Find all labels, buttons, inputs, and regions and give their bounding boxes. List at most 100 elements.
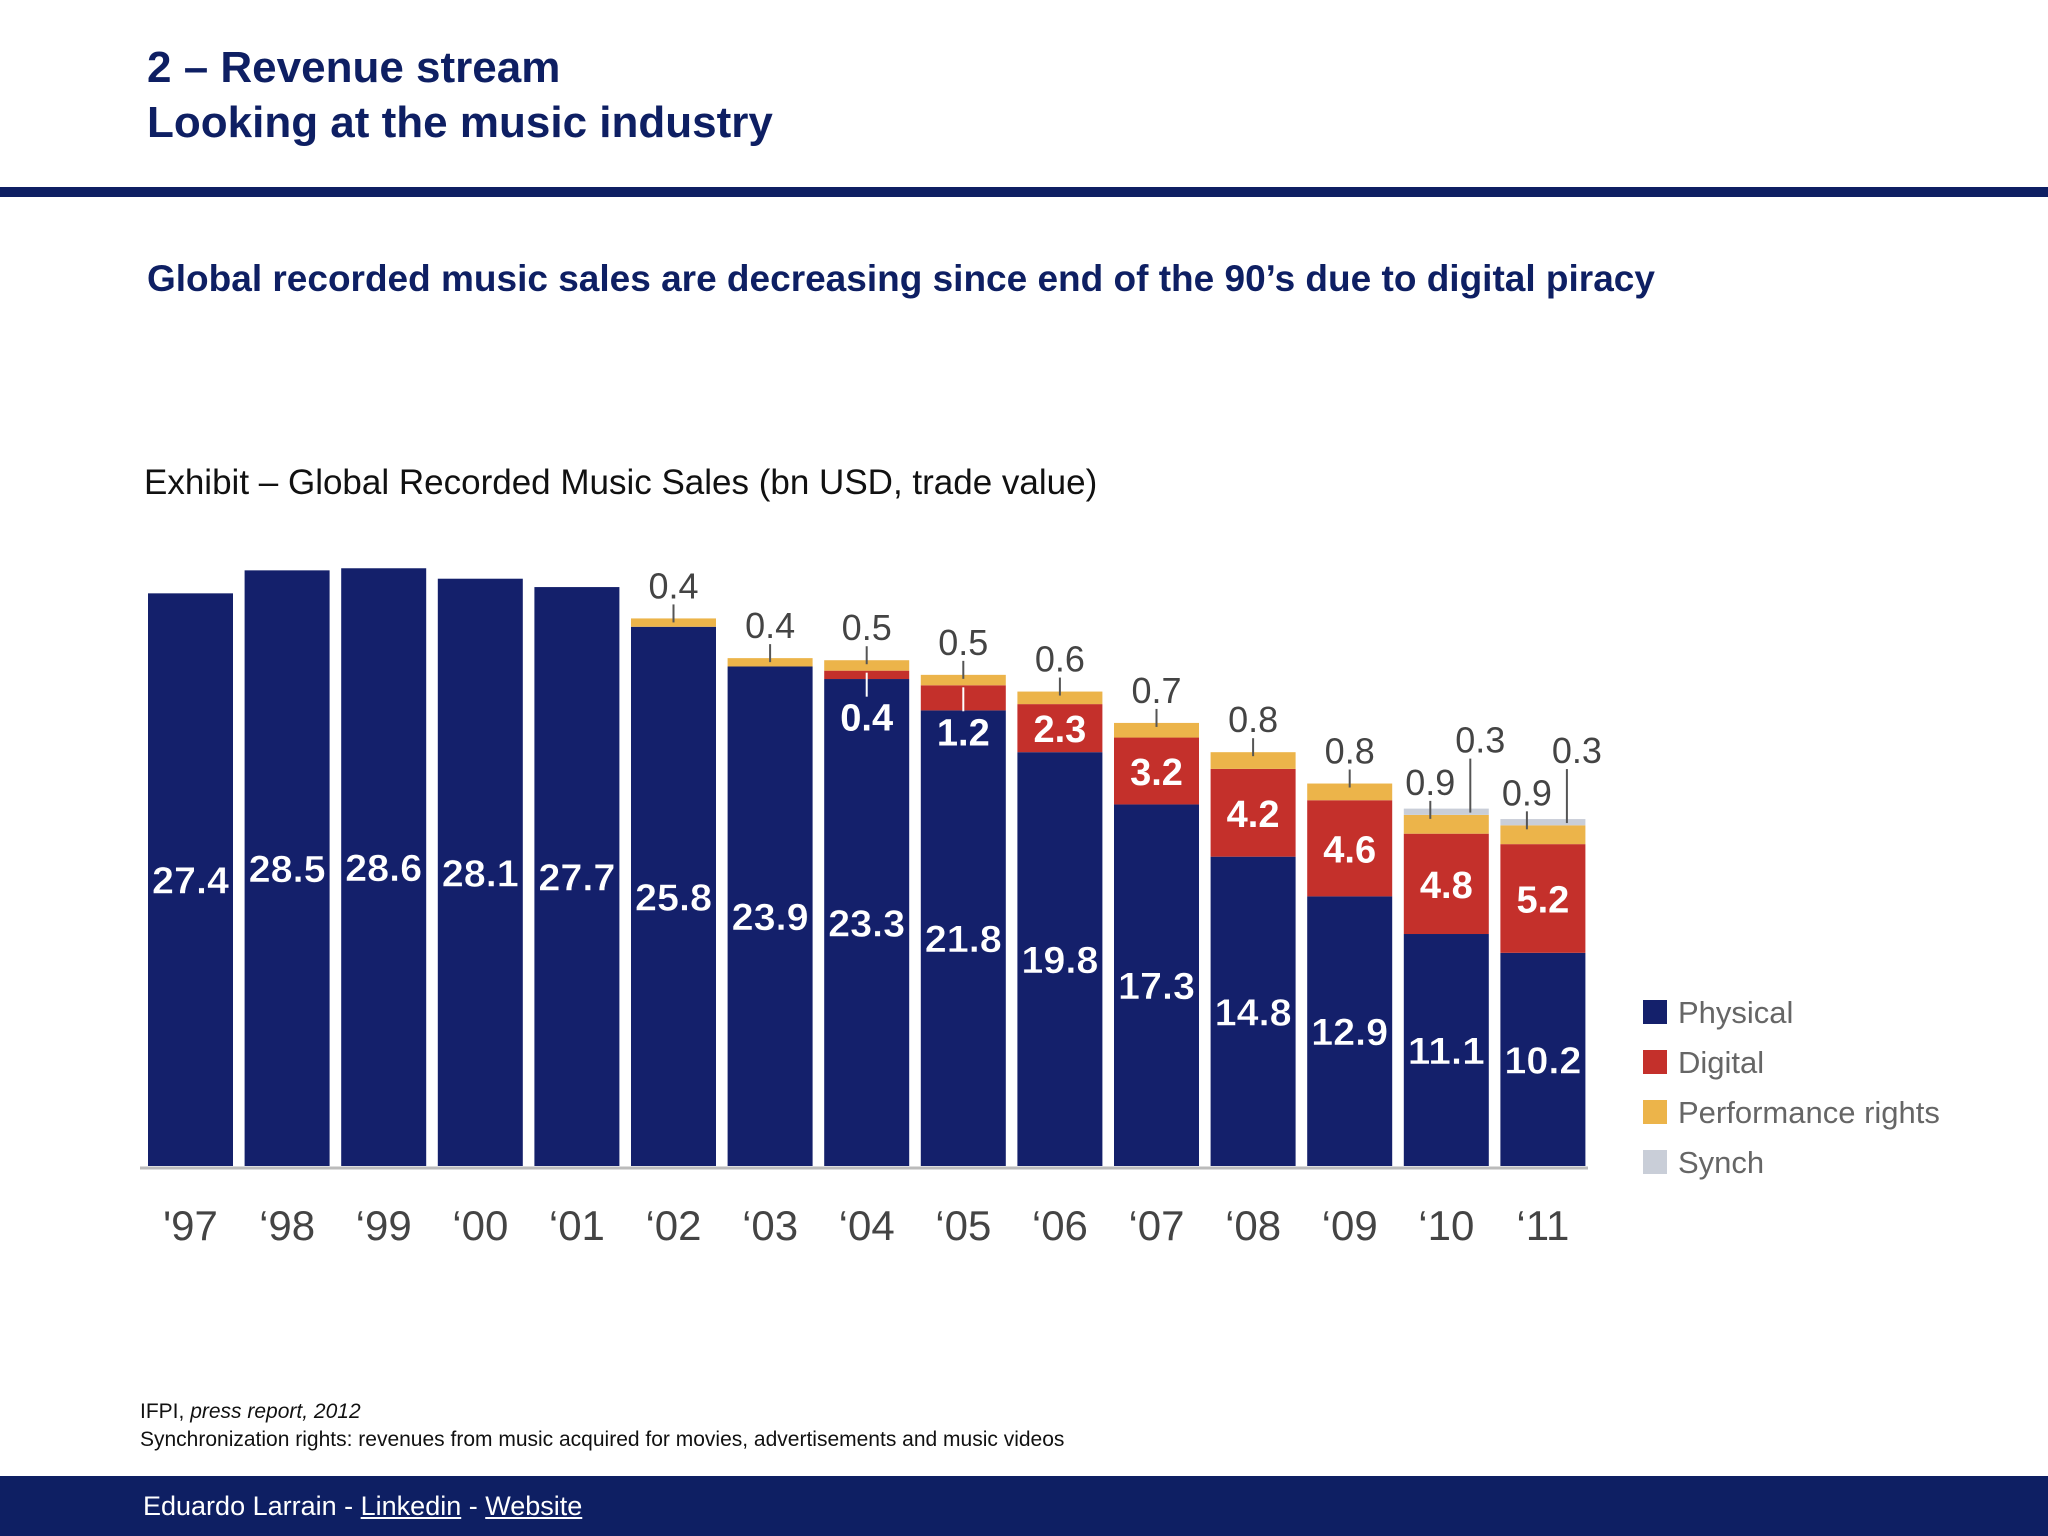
bar-digital [1210,768,1296,857]
legend-label: Physical [1678,995,1793,1030]
x-tick-label: '97 [163,1202,218,1249]
page-title: 2 – Revenue stream Looking at the music … [147,40,773,150]
data-label-performance: 0.5 [842,607,892,648]
data-label-performance: 0.4 [648,565,698,606]
bar-physical [341,568,427,1166]
x-tick-label: ‘06 [1032,1202,1088,1249]
data-label-digital: 2.3 [1033,709,1086,751]
legend-swatch-synch [1643,1150,1667,1174]
sync-note: Synchronization rights: revenues from mu… [140,1428,1065,1451]
title-line-2: Looking at the music industry [147,98,773,147]
bar-performance-rights [1017,691,1103,705]
x-tick-label: ‘10 [1418,1202,1474,1249]
x-tick-label: ‘05 [935,1202,991,1249]
bar-performance-rights [1210,752,1296,769]
data-label-performance: 0.8 [1325,731,1375,772]
data-label-physical: 19.8 [1021,940,1098,982]
data-label-performance: 0.8 [1228,699,1278,740]
data-label-physical: 27.7 [538,858,615,900]
data-label-digital: 4.6 [1323,829,1376,871]
title-line-1: 2 – Revenue stream [147,43,561,92]
x-tick-label: ‘08 [1225,1202,1281,1249]
bar-performance-rights [1500,825,1586,845]
source-note: IFPI, press report, 2012 [140,1398,1064,1426]
data-label-performance: 0.9 [1502,772,1552,813]
bar-performance-rights [631,618,716,627]
linkedin-link[interactable]: Linkedin [360,1491,462,1521]
bar-digital [1500,844,1586,953]
x-tick-label: ‘98 [259,1202,315,1249]
data-label-physical: 10.2 [1504,1040,1581,1082]
website-link[interactable]: Website [485,1491,583,1521]
x-tick-label: ‘04 [839,1202,895,1249]
data-label-performance: 0.4 [745,605,795,646]
bar-physical [1307,896,1393,1166]
separator: - [336,1491,361,1521]
data-label-physical: 14.8 [1215,992,1292,1034]
footnotes: IFPI, press report, 2012 Synchronization… [140,1398,1064,1454]
x-tick-label: ‘11 [1516,1202,1569,1249]
data-label-performance: 0.9 [1405,762,1455,803]
data-label-digital: 0.4 [840,698,893,740]
bar-digital [1017,704,1103,753]
x-tick-label: ‘03 [742,1202,798,1249]
slide-subtitle: Global recorded music sales are decreasi… [147,258,1655,299]
bar-physical [244,570,330,1166]
bar-synch [1500,819,1586,826]
data-label-physical: 25.8 [635,877,712,919]
legend-label: Synch [1678,1145,1764,1180]
bar-physical [1500,952,1586,1166]
data-label-physical: 28.6 [345,848,422,890]
author-name: Eduardo Larrain [143,1491,337,1521]
footer-bar: Eduardo Larrain - Linkedin - Website [0,1476,2048,1536]
x-tick-label: ‘02 [645,1202,701,1249]
data-label-physical: 28.1 [442,853,519,895]
data-label-digital: 3.2 [1130,752,1183,794]
header-divider [0,187,2048,197]
source-detail: press report, 2012 [190,1400,361,1423]
x-tick-label: ‘09 [1322,1202,1378,1249]
bar-physical [1403,934,1489,1166]
x-tick-label: ‘01 [549,1202,605,1249]
bar-performance-rights [727,658,813,667]
bar-physical [727,666,813,1166]
bar-performance-rights [1307,783,1393,801]
exhibit-title: Exhibit – Global Recorded Music Sales (b… [144,463,1098,502]
data-label-digital: 4.8 [1420,865,1473,907]
data-label-physical: 27.4 [152,861,229,903]
data-label-synch: 0.3 [1455,720,1505,761]
data-label-physical: 11.1 [1408,1031,1485,1073]
data-label-performance: 0.6 [1035,639,1085,680]
bar-physical [824,679,910,1166]
legend-swatch-digital [1643,1050,1667,1074]
data-label-physical: 12.9 [1311,1012,1388,1054]
data-label-digital: 4.2 [1227,794,1280,836]
legend-label: Digital [1678,1045,1764,1080]
bar-digital [1307,800,1393,897]
bar-performance-rights [1403,814,1489,834]
bar-physical [534,587,620,1166]
legend-swatch-physical [1643,1000,1667,1024]
bar-physical [920,710,1006,1166]
source-prefix: IFPI, [140,1400,191,1423]
legend-label: Performance rights [1678,1095,1940,1130]
data-label-physical: 28.5 [249,849,326,891]
data-label-physical: 23.9 [732,897,809,939]
bar-performance-rights [920,674,1006,686]
data-label-performance: 0.5 [938,622,988,663]
bar-synch [1403,808,1489,815]
data-label-synch: 0.3 [1552,730,1602,771]
x-tick-label: ‘07 [1128,1202,1184,1249]
legend-swatch-performance-rights [1643,1100,1667,1124]
bar-digital [1114,737,1199,805]
separator: - [461,1491,486,1521]
bar-physical [1114,804,1199,1166]
data-label-digital: 5.2 [1516,879,1569,921]
data-label-performance: 0.7 [1131,670,1181,711]
data-label-physical: 21.8 [925,919,1002,961]
data-label-digital: 1.2 [937,712,990,754]
x-tick-label: ‘99 [356,1202,412,1249]
data-label-physical: 23.3 [828,904,905,946]
bar-physical [1210,856,1296,1166]
bar-physical [437,578,523,1166]
